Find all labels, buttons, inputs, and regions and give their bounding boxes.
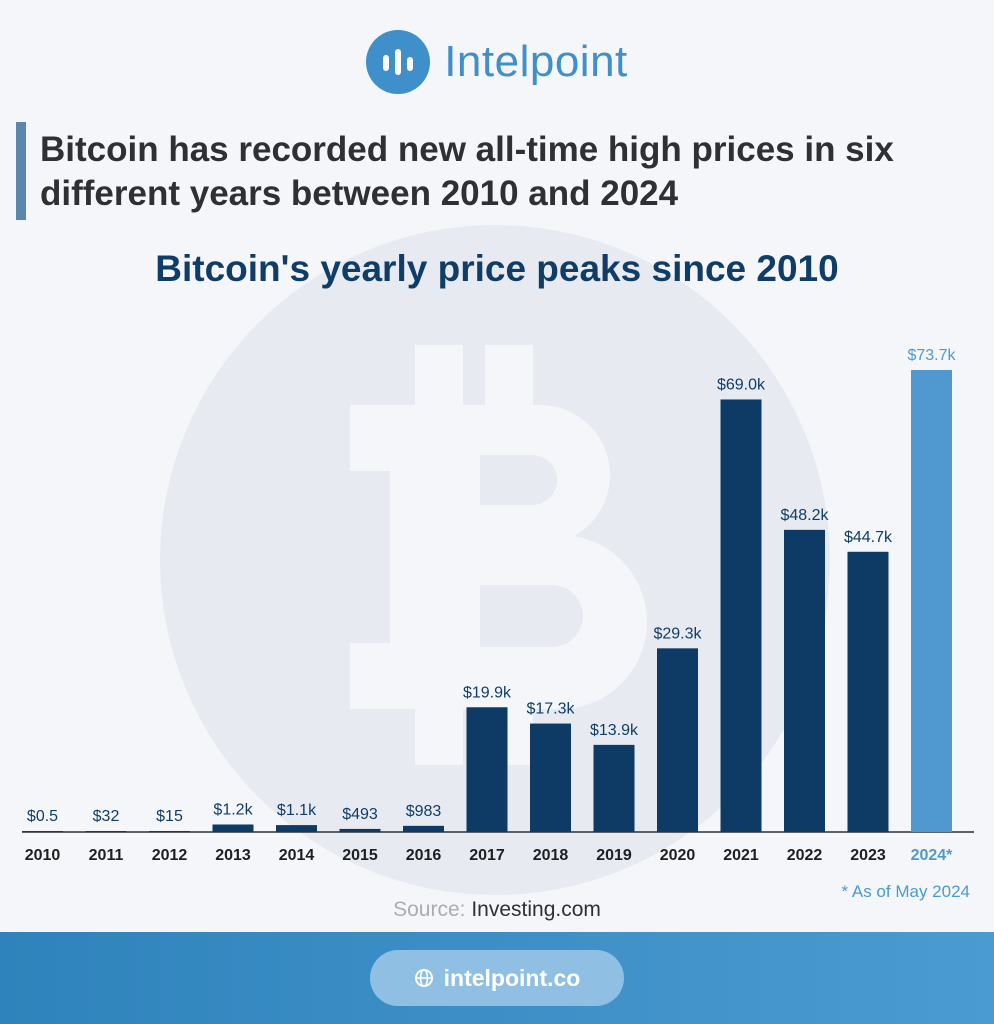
bar-chart: $0.5 2010 $32 2011 $15 2012 $1.2k 2013 $1.1k 2014… bbox=[22, 347, 974, 864]
x-tick-label: 2010 bbox=[25, 847, 61, 864]
source-value: Investing.com bbox=[471, 898, 601, 921]
x-tick-label: 2019 bbox=[596, 847, 632, 864]
x-tick-label: 2017 bbox=[469, 847, 505, 864]
x-tick-label: 2020 bbox=[660, 847, 696, 864]
footer-band: intelpoint.co bbox=[0, 932, 994, 1024]
x-tick-label: 2011 bbox=[89, 847, 124, 864]
brand-logo: Intelpoint bbox=[0, 30, 994, 94]
footnote: * As of May 2024 bbox=[841, 882, 970, 901]
bar-2020 bbox=[657, 648, 698, 832]
bar-2011 bbox=[85, 831, 127, 832]
data-label: $1.1k bbox=[277, 802, 317, 819]
headline-block: Bitcoin has recorded new all-time high p… bbox=[16, 122, 976, 220]
bar-2019 bbox=[593, 744, 635, 832]
bar-chart-icon bbox=[366, 30, 431, 94]
data-label: $48.2k bbox=[780, 507, 829, 524]
bar-2014 bbox=[276, 825, 317, 832]
data-label: $1.2k bbox=[213, 801, 253, 818]
headline-accent-bar bbox=[16, 122, 26, 220]
x-tick-label: 2012 bbox=[152, 847, 188, 864]
data-label: $32 bbox=[93, 808, 120, 825]
data-label: $19.9k bbox=[463, 684, 512, 701]
website-link[interactable]: intelpoint.co bbox=[370, 950, 624, 1006]
source-label: Source: bbox=[393, 898, 466, 921]
bar-2024 bbox=[911, 370, 952, 832]
chart-title: Bitcoin's yearly price peaks since 2010 bbox=[155, 248, 839, 289]
bar-2013 bbox=[212, 824, 254, 832]
x-tick-label: 2022 bbox=[787, 847, 823, 864]
bar-2022 bbox=[784, 529, 825, 832]
data-label: $983 bbox=[406, 803, 442, 820]
bar-2018 bbox=[530, 723, 571, 832]
data-label: $73.7k bbox=[907, 347, 956, 364]
x-tick-label: 2024* bbox=[911, 847, 954, 864]
data-label: $493 bbox=[342, 806, 378, 823]
headline: Bitcoin has recorded new all-time high p… bbox=[40, 130, 894, 213]
bar-2017 bbox=[466, 707, 508, 832]
data-label: $15 bbox=[156, 808, 183, 825]
website-text: intelpoint.co bbox=[443, 964, 581, 991]
source-line: Source: Investing.com bbox=[0, 898, 994, 922]
x-tick-label: 2014 bbox=[279, 847, 315, 864]
x-tick-label: 2018 bbox=[533, 847, 569, 864]
bar-2012 bbox=[149, 831, 190, 832]
globe-icon bbox=[414, 969, 433, 987]
x-tick-label: 2013 bbox=[215, 847, 251, 864]
data-label: $44.7k bbox=[844, 529, 893, 546]
brand-name: Intelpoint bbox=[444, 37, 628, 86]
data-label: $69.0k bbox=[717, 376, 766, 393]
bar-2010 bbox=[22, 831, 63, 832]
x-tick-label: 2016 bbox=[406, 847, 442, 864]
bar-2016 bbox=[403, 825, 444, 832]
x-tick-label: 2023 bbox=[850, 847, 886, 864]
data-label: $17.3k bbox=[526, 701, 575, 718]
data-label: $29.3k bbox=[653, 625, 702, 642]
bar-2021 bbox=[720, 399, 762, 832]
x-tick-label: 2015 bbox=[342, 847, 378, 864]
bar-2023 bbox=[847, 551, 889, 832]
bar-2015 bbox=[339, 828, 381, 832]
data-label: $13.9k bbox=[590, 722, 639, 739]
data-label: $0.5 bbox=[27, 808, 58, 825]
x-tick-label: 2021 bbox=[723, 847, 759, 864]
